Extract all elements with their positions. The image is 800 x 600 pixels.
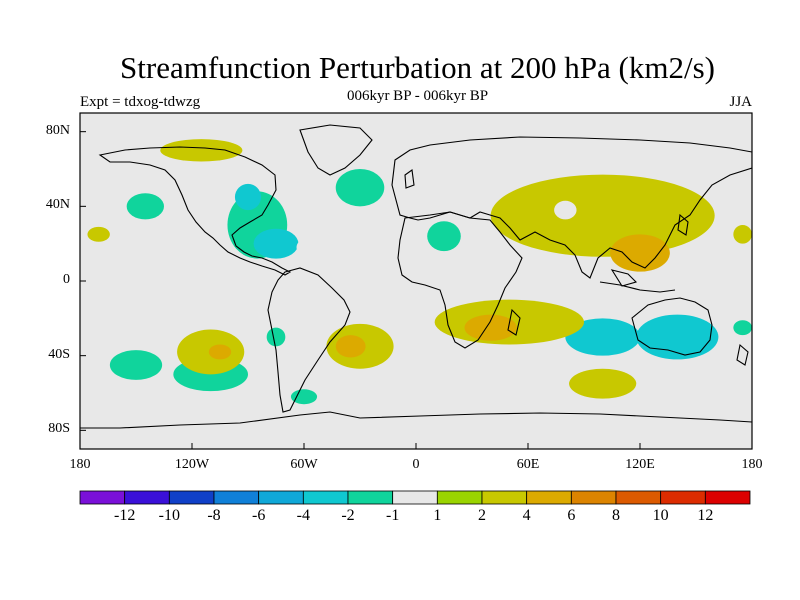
colorbar-swatch [392,490,438,505]
x-tick-label: 120E [625,457,655,472]
anomaly-region [610,234,670,272]
colorbar-swatch [302,490,349,505]
x-tick-label: 0 [412,457,420,472]
map-subtitle: 006kyr BP - 006kyr BP [346,88,489,104]
colorbar-label: -4 [296,507,310,524]
y-tick-label: 80S [48,421,70,437]
anomaly-region [636,314,719,360]
colorbar-swatch [347,490,394,505]
anomaly-region [335,335,366,358]
map-title: Streamfunction Perturbation at 200 hPa (… [120,50,715,85]
colorbar-label: -10 [158,507,180,524]
colorbar-label: -8 [207,507,221,524]
map-background [80,113,752,449]
x-tick-label: 180 [741,457,763,472]
anomaly-region [490,174,715,257]
experiment-label: Expt = tdxog-tdwzg [80,94,201,110]
colorbar-swatch [704,490,751,505]
anomaly-gap [296,239,312,255]
anomaly-region [266,327,286,347]
colorbar-label: 6 [567,507,576,524]
colorbar-label: 4 [522,507,531,524]
y-tick-label: 0 [63,272,70,287]
colorbar-label: 10 [652,507,669,524]
anomaly-region [253,228,299,259]
colorbar-swatch [526,490,572,505]
colorbar-swatch [258,490,304,505]
anomaly-region [160,139,243,162]
colorbar-swatch [615,490,662,505]
colorbar [79,490,751,505]
anomaly-region [464,314,517,341]
anomaly-region [126,193,164,220]
anomaly-gap [554,200,577,220]
x-tick-label: 60E [516,457,540,472]
colorbar-swatch [436,490,483,505]
anomaly-region [87,226,110,242]
anomaly-region [733,225,752,244]
anomaly-layer [87,139,752,405]
x-tick-label: 180 [69,457,91,472]
anomaly-region [427,221,461,252]
anomaly-region [565,318,641,356]
season-label: JJA [729,94,752,110]
anomaly-region [234,183,262,211]
colorbar-label: -6 [251,507,266,524]
colorbar-label: -2 [341,507,355,524]
anomaly-region [109,350,163,380]
y-tick-label: 80N [45,122,70,138]
colorbar-label: 12 [697,507,714,524]
colorbar-swatch [481,490,528,505]
y-tick-label: 40S [48,346,70,362]
anomaly-region [335,169,385,207]
colorbar-swatch [79,490,126,505]
colorbar-label: 2 [478,507,486,524]
anomaly-region [208,344,232,360]
colorbar-label: 8 [612,507,620,524]
colorbar-swatch [570,490,617,505]
x-tick-label: 60W [290,457,318,472]
colorbar-swatch [168,490,215,505]
colorbar-swatch [213,490,260,505]
anomaly-region [569,368,637,399]
y-tick-label: 40N [45,197,70,213]
colorbar-label: -1 [385,507,400,524]
colorbar-label: 1 [433,507,442,524]
colorbar-swatch [124,490,170,505]
anomaly-region [733,320,752,336]
anomaly-region [290,389,318,405]
coastlines [80,124,752,429]
colorbar-label: -12 [113,507,136,524]
x-tick-label: 120W [174,457,210,472]
colorbar-swatch [660,490,706,505]
